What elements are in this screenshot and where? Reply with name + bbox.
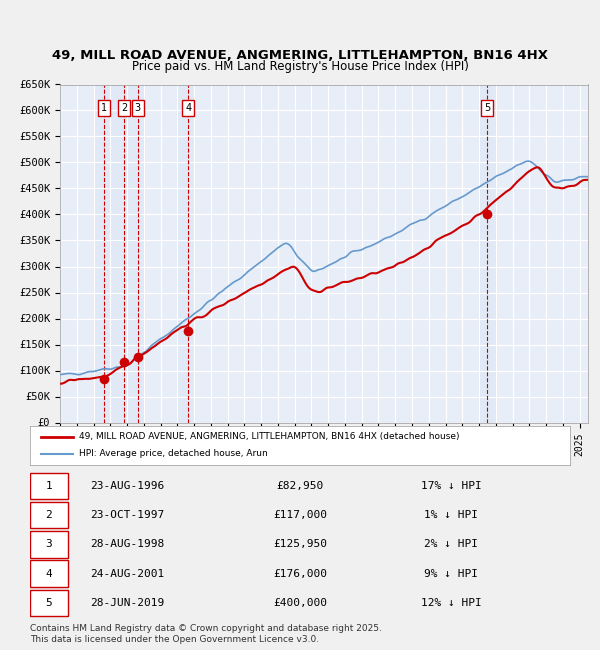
HPI: Average price, detached house, Arun: (2.02e+03, 4.26e+05): Average price, detached house, Arun: (2.… xyxy=(449,197,457,205)
Text: 5: 5 xyxy=(484,103,490,113)
49, MILL ROAD AVENUE, ANGMERING, LITTLEHAMPTON, BN16 4HX (detached house) xyxy=(347,277,355,285)
Text: £400,000: £400,000 xyxy=(273,598,327,608)
Bar xyxy=(479,84,496,422)
Text: 4: 4 xyxy=(46,569,52,578)
HPI: Average price, detached house, Arun: (2.01e+03, 3.29e+05): Average price, detached house, Arun: (2.… xyxy=(349,248,356,255)
49, MILL ROAD AVENUE, ANGMERING, LITTLEHAMPTON, BN16 4HX (detached house) xyxy=(584,176,592,184)
Text: 1% ↓ HPI: 1% ↓ HPI xyxy=(424,510,478,520)
Text: £125,950: £125,950 xyxy=(273,540,327,549)
49, MILL ROAD AVENUE, ANGMERING, LITTLEHAMPTON, BN16 4HX (detached house) xyxy=(370,269,377,277)
Text: 3: 3 xyxy=(135,103,141,113)
Text: 1: 1 xyxy=(46,481,52,491)
Text: 1: 1 xyxy=(101,103,107,113)
Text: 2% ↓ HPI: 2% ↓ HPI xyxy=(424,540,478,549)
Text: 28-AUG-1998: 28-AUG-1998 xyxy=(90,540,164,549)
Bar xyxy=(178,84,194,422)
Text: 24-AUG-2001: 24-AUG-2001 xyxy=(90,569,164,578)
49, MILL ROAD AVENUE, ANGMERING, LITTLEHAMPTON, BN16 4HX (detached house) xyxy=(448,229,455,237)
Text: 2: 2 xyxy=(121,103,127,113)
HPI: Average price, detached house, Arun: (2e+03, 9.2e+04): Average price, detached house, Arun: (2e… xyxy=(74,370,82,378)
FancyBboxPatch shape xyxy=(30,502,68,528)
Text: HPI: Average price, detached house, Arun: HPI: Average price, detached house, Arun xyxy=(79,449,268,458)
49, MILL ROAD AVENUE, ANGMERING, LITTLEHAMPTON, BN16 4HX (detached house) xyxy=(534,163,541,171)
HPI: Average price, detached house, Arun: (1.99e+03, 9.21e+04): Average price, detached house, Arun: (1.… xyxy=(56,370,64,378)
Line: 49, MILL ROAD AVENUE, ANGMERING, LITTLEHAMPTON, BN16 4HX (detached house): 49, MILL ROAD AVENUE, ANGMERING, LITTLEH… xyxy=(60,167,588,384)
49, MILL ROAD AVENUE, ANGMERING, LITTLEHAMPTON, BN16 4HX (detached house) xyxy=(460,221,467,229)
HPI: Average price, detached house, Arun: (2.01e+03, 3.21e+05): Average price, detached house, Arun: (2.… xyxy=(293,252,301,259)
Text: Price paid vs. HM Land Registry's House Price Index (HPI): Price paid vs. HM Land Registry's House … xyxy=(131,60,469,73)
Text: 49, MILL ROAD AVENUE, ANGMERING, LITTLEHAMPTON, BN16 4HX (detached house): 49, MILL ROAD AVENUE, ANGMERING, LITTLEH… xyxy=(79,432,459,441)
Text: £117,000: £117,000 xyxy=(273,510,327,520)
49, MILL ROAD AVENUE, ANGMERING, LITTLEHAMPTON, BN16 4HX (detached house) xyxy=(151,343,158,350)
HPI: Average price, detached house, Arun: (2.02e+03, 5.03e+05): Average price, detached house, Arun: (2.… xyxy=(524,157,532,165)
Text: 2: 2 xyxy=(46,510,52,520)
Text: 28-JUN-2019: 28-JUN-2019 xyxy=(90,598,164,608)
Text: 4: 4 xyxy=(185,103,191,113)
Bar xyxy=(94,84,144,422)
Text: £82,950: £82,950 xyxy=(277,481,323,491)
FancyBboxPatch shape xyxy=(30,560,68,587)
Text: 23-OCT-1997: 23-OCT-1997 xyxy=(90,510,164,520)
HPI: Average price, detached house, Arun: (2.03e+03, 4.73e+05): Average price, detached house, Arun: (2.… xyxy=(584,173,592,181)
Text: Contains HM Land Registry data © Crown copyright and database right 2025.
This d: Contains HM Land Registry data © Crown c… xyxy=(30,624,382,644)
Text: 49, MILL ROAD AVENUE, ANGMERING, LITTLEHAMPTON, BN16 4HX: 49, MILL ROAD AVENUE, ANGMERING, LITTLEH… xyxy=(52,49,548,62)
Text: £176,000: £176,000 xyxy=(273,569,327,578)
Text: 12% ↓ HPI: 12% ↓ HPI xyxy=(421,598,482,608)
FancyBboxPatch shape xyxy=(30,473,68,499)
Text: 17% ↓ HPI: 17% ↓ HPI xyxy=(421,481,482,491)
Text: 23-AUG-1996: 23-AUG-1996 xyxy=(90,481,164,491)
49, MILL ROAD AVENUE, ANGMERING, LITTLEHAMPTON, BN16 4HX (detached house) xyxy=(56,380,64,387)
Line: HPI: Average price, detached house, Arun: HPI: Average price, detached house, Arun xyxy=(60,161,588,374)
49, MILL ROAD AVENUE, ANGMERING, LITTLEHAMPTON, BN16 4HX (detached house) xyxy=(292,264,299,272)
HPI: Average price, detached house, Arun: (2.02e+03, 4.37e+05): Average price, detached house, Arun: (2.… xyxy=(462,191,469,199)
HPI: Average price, detached house, Arun: (2.01e+03, 3.43e+05): Average price, detached house, Arun: (2.… xyxy=(371,240,379,248)
HPI: Average price, detached house, Arun: (2e+03, 1.55e+05): Average price, detached house, Arun: (2e… xyxy=(152,338,160,346)
Text: 9% ↓ HPI: 9% ↓ HPI xyxy=(424,569,478,578)
FancyBboxPatch shape xyxy=(30,590,68,616)
Text: 3: 3 xyxy=(46,540,52,549)
FancyBboxPatch shape xyxy=(30,531,68,558)
Text: 5: 5 xyxy=(46,598,52,608)
